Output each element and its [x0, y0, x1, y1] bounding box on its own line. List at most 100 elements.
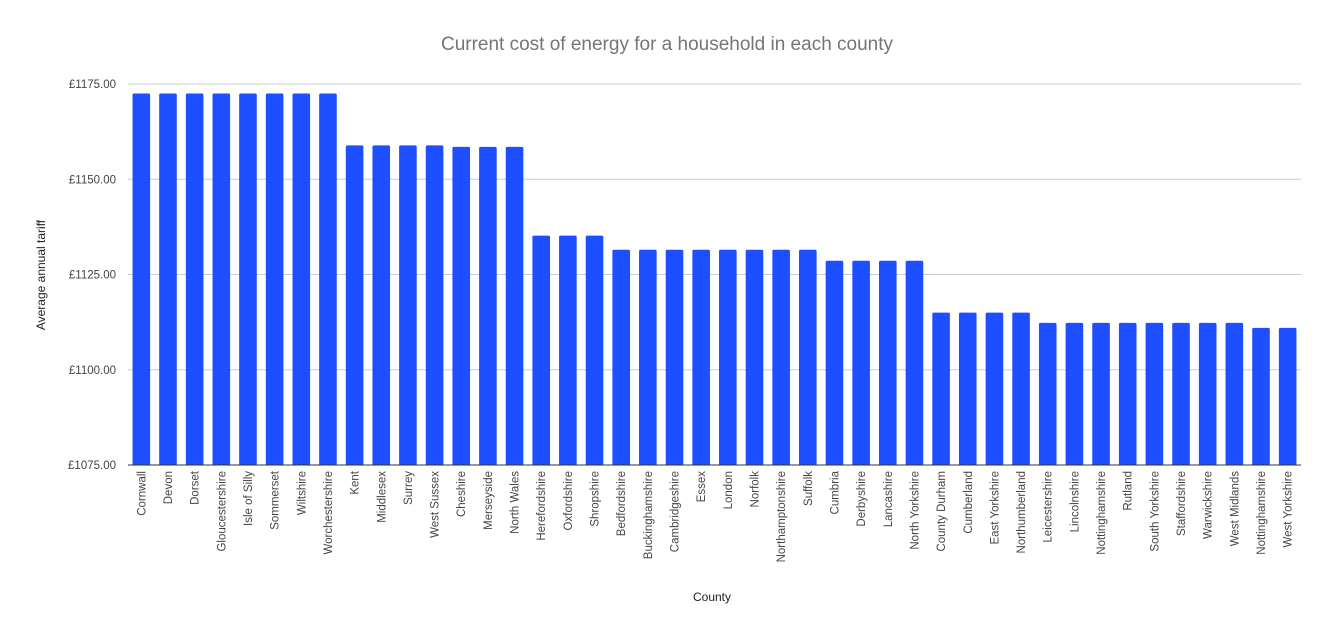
bar — [559, 235, 577, 465]
bars — [128, 93, 1301, 466]
bar — [505, 146, 524, 466]
bar — [479, 146, 497, 466]
x-tick-label: London — [723, 471, 735, 509]
bar — [532, 235, 551, 465]
bar — [852, 260, 870, 465]
bar — [265, 93, 284, 466]
x-tick-label: Cumberland — [963, 471, 975, 534]
x-tick-label: East Yorkshire — [989, 471, 1001, 545]
x-tick-label: Kent — [350, 470, 362, 494]
x-tick-label: County Durham — [936, 471, 948, 552]
x-tick-label: Oxfordshire — [563, 471, 575, 530]
x-tick-label: Devon — [163, 471, 175, 504]
y-axis-title: Average annual tariff — [34, 219, 48, 330]
bar — [585, 235, 604, 465]
x-tick-label: Cheshire — [456, 471, 468, 517]
x-tick-label: Staffordshire — [1176, 471, 1188, 536]
chart-title: Current cost of energy for a household i… — [441, 34, 894, 55]
bar — [719, 249, 737, 465]
bar — [452, 146, 471, 466]
x-tick-label: Shropshire — [590, 471, 602, 527]
x-tick-label: Cambridgeshire — [670, 471, 682, 552]
bar — [1145, 322, 1164, 465]
bar — [159, 93, 177, 466]
x-tick-label: Leicestershire — [1043, 471, 1055, 543]
x-tick-label: Suffolk — [803, 471, 815, 506]
x-tick-label: West Midlands — [1229, 471, 1241, 546]
x-tick-label: Middlesex — [376, 471, 388, 523]
bar — [1225, 322, 1244, 465]
x-tick-label: Northumberland — [1016, 471, 1028, 553]
bar — [878, 260, 897, 465]
x-tick-label: Cumbria — [829, 470, 841, 514]
bar — [212, 93, 231, 466]
x-tick-label: Isle of Silly — [243, 471, 255, 526]
x-tick-label: Lancashire — [883, 471, 895, 527]
x-tick-label: Cornwall — [136, 471, 148, 516]
bar — [1252, 327, 1270, 465]
bar — [132, 93, 151, 466]
x-tick-label: North Yorkshire — [909, 471, 921, 550]
x-tick-label: Sommerset — [270, 470, 282, 530]
bar — [345, 145, 364, 465]
x-tick-label: Derbyshire — [856, 471, 868, 527]
bar — [292, 93, 311, 466]
x-tick-label: Buckinghamshire — [643, 471, 655, 559]
y-tick-label: £1100.00 — [69, 365, 116, 377]
bar — [745, 249, 764, 465]
x-tick-label: Nottinghamshire — [1256, 471, 1268, 555]
bar — [825, 260, 844, 465]
bar — [985, 312, 1004, 465]
bar — [905, 260, 924, 465]
x-tick-label: North Wales — [510, 471, 522, 534]
bar — [1012, 312, 1030, 465]
x-tick-label: Norfolk — [749, 471, 761, 508]
bar — [692, 249, 710, 465]
x-tick-label: Merseyside — [483, 471, 495, 530]
bar — [799, 249, 817, 465]
bar — [1278, 327, 1297, 465]
bar — [665, 249, 684, 465]
bar — [772, 249, 790, 465]
x-tick-label: Northamptonshire — [776, 471, 788, 562]
x-tick-label: Essex — [696, 471, 708, 503]
bar — [319, 93, 337, 466]
y-tick-label: £1150.00 — [69, 174, 116, 186]
y-axis-ticks: £1075.00 £1100.00 £1125.00 £1150.00 £1175.00 — [68, 79, 116, 472]
x-tick-label: Rutland — [1123, 471, 1135, 511]
x-axis-title: County — [693, 590, 731, 604]
bar — [185, 93, 204, 466]
bar — [239, 93, 257, 466]
x-tick-label: Surrey — [403, 471, 415, 505]
bar — [1065, 322, 1084, 465]
bar — [425, 145, 444, 465]
bar — [1198, 322, 1217, 465]
bar — [932, 312, 950, 465]
bar — [639, 249, 657, 465]
bar — [612, 249, 630, 465]
bar — [1118, 322, 1137, 465]
x-tick-label: West Yorkshire — [1283, 471, 1295, 548]
x-tick-label: West Sussex — [430, 471, 442, 538]
bar — [958, 312, 977, 465]
y-tick-label: £1175.00 — [69, 79, 116, 91]
x-axis-ticks: Cornwall Devon Dorset Gloucestershire Isle o… — [136, 470, 1294, 562]
x-tick-label: Lincolnshire — [1069, 471, 1081, 532]
bar — [399, 145, 417, 465]
x-tick-label: Bedfordshire — [616, 471, 628, 536]
y-tick-label: £1125.00 — [69, 270, 116, 282]
x-tick-label: Dorset — [190, 470, 202, 505]
x-tick-label: South Yorkshire — [1149, 471, 1161, 552]
x-tick-label: Worchestershire — [323, 471, 335, 555]
x-tick-label: Gloucestershire — [216, 471, 228, 552]
y-tick-label: £1075.00 — [68, 460, 116, 472]
x-tick-label: Herefordshire — [536, 471, 548, 541]
bar — [1092, 322, 1110, 465]
x-tick-label: Wiltshire — [296, 471, 308, 515]
x-tick-label: Nottinghamshire — [1096, 471, 1108, 555]
bar — [1172, 322, 1190, 465]
bar — [372, 145, 391, 465]
bar — [1038, 322, 1057, 465]
x-tick-label: Warwickshire — [1203, 471, 1215, 539]
